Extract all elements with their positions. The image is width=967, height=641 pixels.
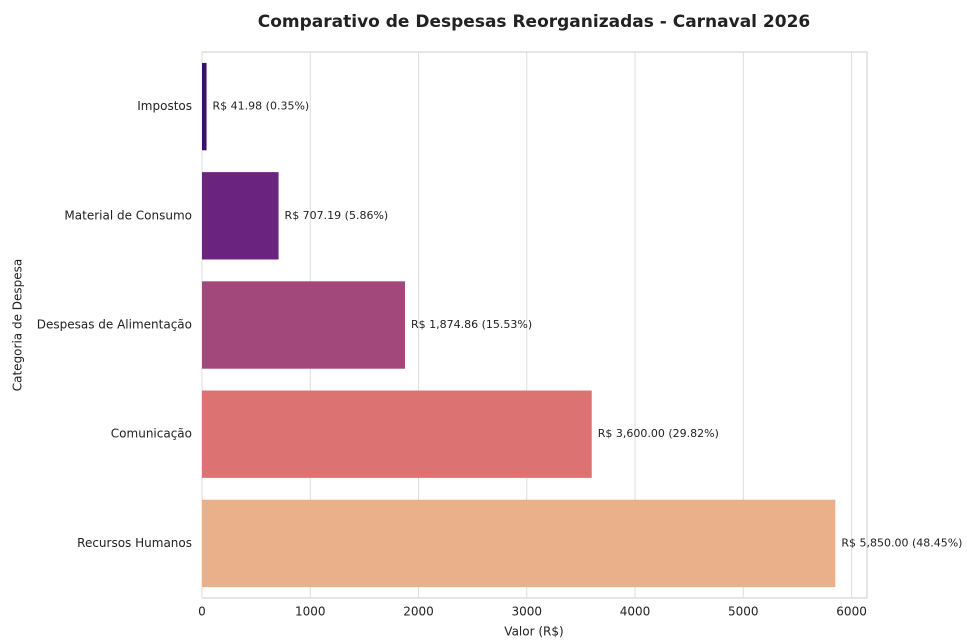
x-tick-label: 2000 [403,605,434,619]
value-label: R$ 3,600.00 (29.82%) [598,427,719,440]
value-label: R$ 5,850.00 (48.45%) [841,536,962,549]
y-tick-label: Material de Consumo [64,208,192,222]
bar [202,172,279,260]
y-tick-label: Despesas de Alimentação [37,318,192,332]
y-tick-label: Impostos [137,99,192,113]
y-tick-label: Comunicação [111,427,192,441]
bar [202,281,405,369]
x-axis-label: Valor (R$) [504,625,563,639]
x-tick-label: 4000 [620,605,651,619]
x-tick-label: 1000 [295,605,326,619]
chart-title: Comparativo de Despesas Reorganizadas - … [258,12,811,32]
y-tick-label: Recursos Humanos [77,536,192,550]
x-tick-label: 3000 [512,605,543,619]
x-tick-label: 6000 [836,605,867,619]
bar [202,499,836,588]
x-tick-label: 0 [198,605,206,619]
value-label: R$ 707.19 (5.86%) [285,209,389,222]
value-label: R$ 1,874.86 (15.53%) [411,318,532,331]
y-axis-label: Categoria de Despesa [11,259,25,392]
bar [202,390,592,478]
value-label: R$ 41.98 (0.35%) [213,100,310,113]
bar [202,62,207,151]
x-tick-label: 5000 [728,605,759,619]
